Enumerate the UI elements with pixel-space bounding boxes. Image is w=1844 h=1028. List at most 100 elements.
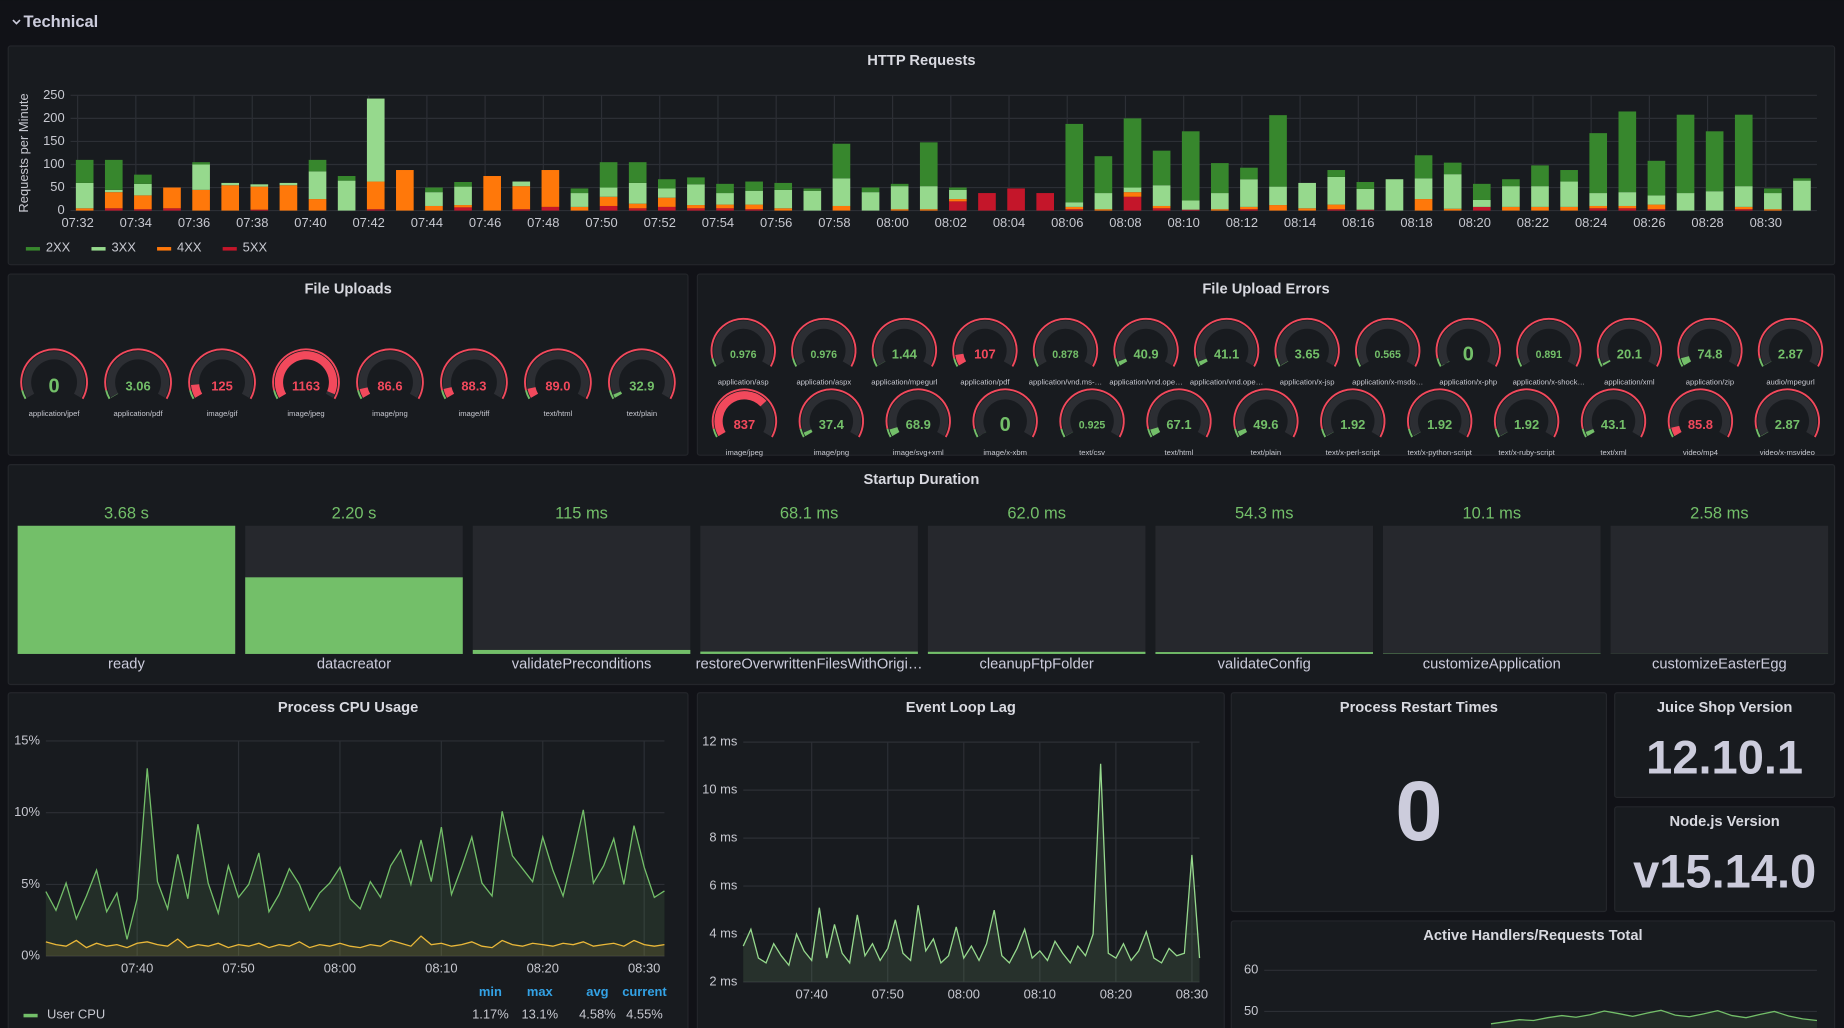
gauge-value-label: 20.1 [1617, 347, 1642, 362]
x-tick-label: 08:26 [1633, 215, 1665, 230]
panel [1230, 692, 1608, 913]
threshold-ring [1493, 388, 1560, 438]
collapse-icon[interactable] [12, 19, 21, 25]
bar-track [1155, 525, 1374, 654]
bar-segment [978, 193, 996, 211]
threshold-ring [711, 388, 778, 438]
gauge-value [803, 429, 813, 437]
gauge-value-label: 68.9 [906, 417, 931, 432]
threshold-ring [1059, 388, 1125, 438]
bar-segment [1734, 186, 1753, 207]
bar-segment [1531, 165, 1549, 187]
x-tick-label: 08:14 [1284, 215, 1316, 230]
gauge-track [1496, 391, 1557, 437]
x-tick-label: 08:30 [1750, 215, 1782, 230]
bar-track [472, 525, 691, 654]
panel-title: File Upload Errors [1202, 281, 1329, 297]
bar-segment [570, 193, 589, 207]
threshold-ring [1113, 317, 1179, 367]
threshold-ring [953, 357, 959, 367]
section-title[interactable]: Technical [24, 13, 99, 31]
bar-segment [1734, 209, 1753, 211]
bar-segment [1356, 182, 1375, 189]
bar-segment [512, 181, 531, 187]
gauge-name: application/vnd.ope… [1109, 377, 1182, 386]
bar-track [927, 525, 1146, 654]
gauge-track [1277, 320, 1338, 366]
bar-segment [1472, 206, 1491, 211]
bar-segment [1327, 204, 1346, 210]
x-tick-label: 08:04 [993, 215, 1025, 230]
threshold-ring [105, 390, 111, 400]
x-tick-label: 08:10 [1167, 215, 1199, 230]
bar-segment [1618, 208, 1637, 211]
threshold-ring [1275, 357, 1281, 367]
bar-segment [1443, 174, 1462, 209]
bar-segment [1065, 202, 1084, 207]
bar-segment [1181, 209, 1200, 211]
threshold-ring [1146, 388, 1212, 438]
gauge-name: image/png [814, 448, 850, 457]
threshold-ring [1407, 388, 1473, 438]
bar-segment [1414, 178, 1433, 200]
bar-value-label: 2.20 s [332, 504, 377, 522]
gauge-track [610, 351, 673, 398]
bar-value-label: 10.1 ms [1463, 504, 1522, 522]
bar-segment [250, 186, 269, 210]
bar [472, 649, 691, 654]
bar-segment [75, 208, 94, 211]
threshold-ring [1677, 317, 1743, 367]
threshold-ring [952, 317, 1018, 367]
bar-segment [1123, 196, 1142, 211]
bar-segment [1181, 131, 1200, 201]
x-tick-label: 07:38 [236, 215, 268, 230]
series-area [1490, 1010, 1817, 1028]
x-tick-label: 07:52 [644, 215, 676, 230]
legend-label: 4XX [177, 240, 202, 255]
gauge-track [1148, 391, 1209, 437]
bar-segment [599, 205, 618, 211]
bar-segment [890, 209, 909, 211]
bar-segment [599, 162, 618, 188]
gauge-value [443, 387, 455, 398]
gauge-track [1357, 320, 1418, 366]
gauge-value [1680, 356, 1692, 366]
gauge-value [955, 353, 967, 366]
bar-segment [454, 182, 472, 187]
legend-stat: 4.55% [626, 1006, 663, 1021]
y-tick-label: 5% [21, 876, 40, 891]
gauge-track [1035, 320, 1096, 366]
bar-segment [1152, 205, 1171, 209]
bar-segment [919, 186, 938, 210]
gauge-name: image/gif [207, 409, 239, 418]
gauge-value [1150, 427, 1161, 437]
bar-segment [221, 182, 240, 186]
gauge-value-label: 0.565 [1374, 349, 1401, 361]
bar-segment [1502, 206, 1520, 211]
bar-segment [1065, 123, 1084, 203]
series-line [1490, 1009, 1818, 1025]
bar-segment [832, 143, 851, 179]
threshold-ring [791, 317, 857, 367]
bar-name: validatePreconditions [512, 656, 652, 672]
threshold-ring [973, 428, 979, 438]
bar-segment [1240, 209, 1258, 211]
x-tick-label: 08:16 [1342, 215, 1374, 230]
gauge-name: application/x-php [1439, 377, 1497, 386]
x-tick-label: 08:24 [1575, 215, 1607, 230]
threshold-ring [1407, 428, 1414, 438]
bar-name: cleanupFtpFolder [980, 656, 1094, 672]
threshold-ring [1755, 428, 1761, 438]
y-tick-label: 100 [43, 156, 65, 171]
y-tick-label: 10% [14, 804, 40, 819]
gauge-value [1237, 428, 1248, 437]
threshold-ring [273, 390, 279, 400]
x-tick-label: 08:30 [1176, 986, 1208, 1001]
gauge-track [975, 391, 1036, 437]
x-tick-label: 08:10 [1024, 986, 1056, 1001]
bar-segment [745, 204, 763, 210]
gauge-name: text/x-perl-script [1326, 448, 1381, 457]
panel [1230, 920, 1836, 1028]
legend-stat: 1.17% [472, 1006, 509, 1021]
legend-column-header: current [622, 984, 667, 999]
